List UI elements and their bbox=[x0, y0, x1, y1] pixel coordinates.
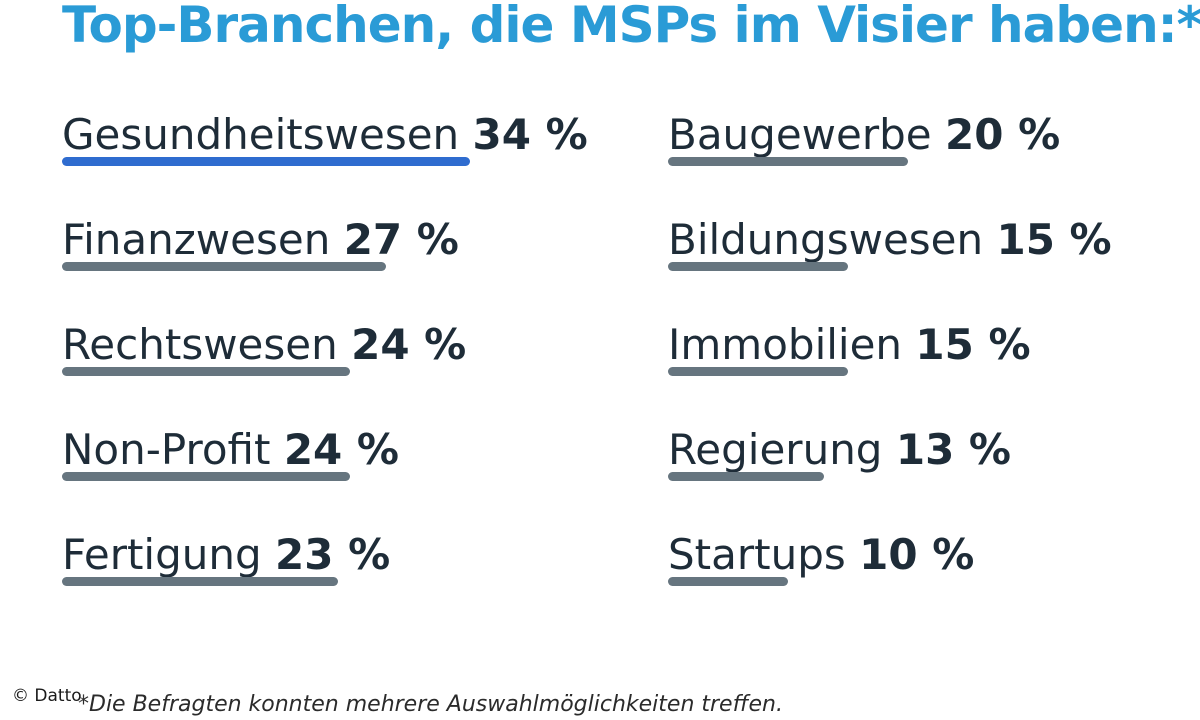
industry-label: Bildungswesen bbox=[668, 215, 984, 264]
industry-value: 13 % bbox=[895, 425, 1011, 474]
industry-value: 20 % bbox=[945, 110, 1061, 159]
industry-label: Rechtswesen bbox=[62, 320, 338, 369]
value-bar bbox=[62, 577, 338, 586]
value-bar bbox=[62, 472, 350, 481]
value-bar bbox=[62, 262, 386, 271]
industry-value: 24 % bbox=[351, 320, 467, 369]
value-bar bbox=[62, 367, 350, 376]
industry-value: 10 % bbox=[859, 530, 975, 579]
value-bar bbox=[668, 367, 848, 376]
industry-label: Gesundheitswesen bbox=[62, 110, 460, 159]
industry-value: 24 % bbox=[283, 425, 399, 474]
industry-text: Fertigung 23 % bbox=[62, 525, 390, 585]
industry-text: Rechtswesen 24 % bbox=[62, 315, 466, 375]
copyright-notice: © Datto bbox=[12, 686, 82, 706]
industry-text: Regierung 13 % bbox=[668, 420, 1011, 480]
chart-title: Top-Branchen, die MSPs im Visier haben:* bbox=[62, 0, 1200, 54]
industry-label: Startups bbox=[668, 530, 846, 579]
industry-label: Immobilien bbox=[668, 320, 903, 369]
industry-value: 15 % bbox=[996, 215, 1112, 264]
industry-label: Baugewerbe bbox=[668, 110, 932, 159]
value-bar bbox=[668, 157, 908, 166]
industry-value: 34 % bbox=[472, 110, 588, 159]
value-bar bbox=[668, 577, 788, 586]
industry-text: Finanzwesen 27 % bbox=[62, 210, 459, 270]
industry-label: Regierung bbox=[668, 425, 883, 474]
industry-value: 27 % bbox=[343, 215, 459, 264]
industry-value: 15 % bbox=[915, 320, 1031, 369]
industry-label: Non-Profit bbox=[62, 425, 271, 474]
industry-value: 23 % bbox=[275, 530, 391, 579]
industry-label: Finanzwesen bbox=[62, 215, 331, 264]
industry-text: Gesundheitswesen 34 % bbox=[62, 105, 588, 165]
industry-text: Bildungswesen 15 % bbox=[668, 210, 1112, 270]
value-bar bbox=[668, 262, 848, 271]
industry-text: Immobilien 15 % bbox=[668, 315, 1031, 375]
highlight-bar bbox=[62, 157, 470, 166]
value-bar bbox=[668, 472, 824, 481]
industry-text: Non-Profit 24 % bbox=[62, 420, 399, 480]
industry-label: Fertigung bbox=[62, 530, 262, 579]
industry-text: Startups 10 % bbox=[668, 525, 974, 585]
industry-text: Baugewerbe 20 % bbox=[668, 105, 1060, 165]
footnote: *Die Befragten konnten mehrere Auswahlmö… bbox=[78, 692, 783, 717]
